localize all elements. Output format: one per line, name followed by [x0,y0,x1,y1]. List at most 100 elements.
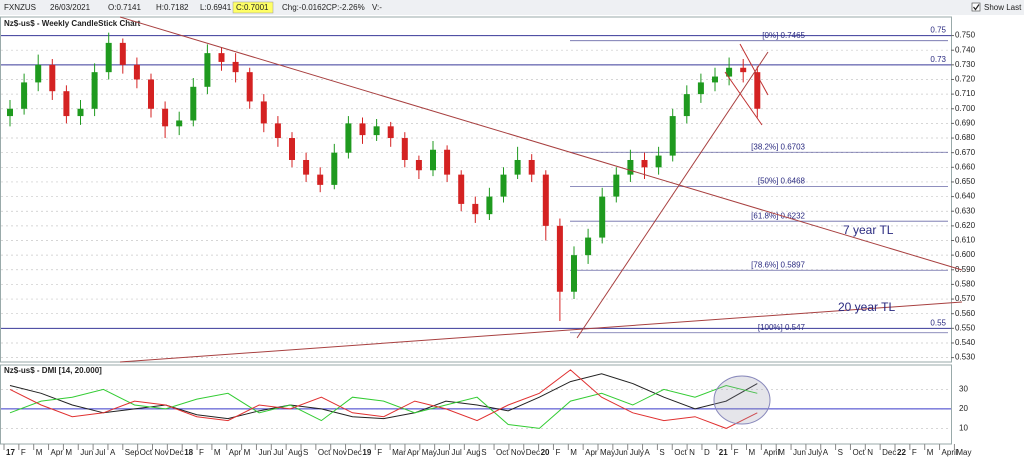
y-tick-label: 0.600 [955,250,976,259]
candle-body [613,174,620,197]
x-tick-label: Oct [140,448,153,457]
candle-body [486,196,493,215]
dmi-line [9,384,758,429]
y-tick-label: 0.730 [955,60,976,69]
fib-label: [0%] 0.7465 [762,31,805,40]
y-tick-label: 0.690 [955,119,976,128]
candle-body [289,138,295,160]
y-tick-label: 0.720 [955,75,976,84]
y-tick-label: 0.530 [955,353,976,362]
x-tick-label: 18 [184,448,193,457]
highlight-circle [713,375,771,425]
close-highlight [232,1,274,14]
x-tick-label: Apr [51,448,64,457]
candle-body [105,42,112,73]
candle-body [49,64,56,92]
candle-body [627,159,634,175]
candle-body [21,82,28,109]
x-tick-label: Nov [155,448,169,457]
y-tick-label: 20 [959,404,968,413]
low: L:0.6941 [200,3,232,12]
trendline-up [576,51,769,339]
x-tick-label: April [763,448,779,457]
y-tick-label: 10 [959,424,968,433]
candle-body [415,159,422,171]
candle-body [458,174,465,204]
candle-body [359,123,366,136]
y-tick-label: 0.660 [955,162,976,171]
x-tick-label: 22 [897,448,906,457]
candle-body [77,108,84,117]
x-tick-label: S [659,448,664,457]
y-tick-label: 0.630 [955,206,976,215]
candle-body [246,72,253,102]
hline-label: 0.55 [930,318,946,327]
y-tick-label: 0.750 [955,31,976,40]
x-tick-label: Jul [452,448,462,457]
x-tick-label: M [244,448,251,457]
volume: V:- [372,3,382,12]
candle-body [472,203,479,215]
x-tick-label: Nov [333,448,347,457]
x-tick-label: M [749,448,756,457]
candle-body [726,67,733,77]
candle-body [697,82,704,95]
price-panel [0,16,952,363]
candle-body [528,159,535,175]
x-tick-label: Mar [392,448,406,457]
x-tick-label: Jun [437,448,450,457]
x-tick-label: F [912,448,917,457]
candle-body [542,174,549,226]
x-tick-label: May [956,448,971,457]
x-tick-label: F [377,448,382,457]
hline-label: 0.73 [930,55,946,64]
x-tick-label: S [481,448,486,457]
open: O:0.7141 [108,3,141,12]
date: 26/03/2021 [50,3,91,12]
x-tick-label: Oct [496,448,509,457]
x-tick-label: Sep [125,448,140,457]
candle-body [387,126,394,139]
show-last-checkbox[interactable] [971,2,981,12]
x-tick-label: Apr [229,448,242,457]
x-tick-label: M [65,448,72,457]
x-tick-label: F [21,448,26,457]
change-pct: CP:-2.26% [326,3,365,12]
x-tick-label: Apr [585,448,598,457]
fib-label: [100%] 0.547 [758,323,806,332]
candle-body [317,174,324,185]
candle-body [683,94,690,117]
y-tick-label: 0.700 [955,104,976,113]
check [973,4,980,11]
x-tick-label: 17 [6,448,15,457]
x-tick-label: May [600,448,615,457]
candle-body [345,123,352,153]
candle-body [514,159,521,175]
fib-label: [50%] 0.6468 [758,177,806,186]
x-tick-label: M [36,448,43,457]
x-tick-label: Jun [615,448,628,457]
x-tick-label: N [867,448,873,457]
annotation: 7 year TL [843,223,894,237]
candle-body [162,108,169,127]
fib-label: [38.2%] 0.6703 [751,142,805,151]
y-tick-label: 0.580 [955,280,976,289]
candle-body [585,237,592,256]
show-last[interactable]: Show Last [984,3,1022,12]
x-tick-label: Jul [95,448,105,457]
y-tick-label: 0.620 [955,221,976,230]
candle-body [556,225,563,292]
annotation: 20 year TL [838,300,895,314]
x-tick-label: May [422,448,437,457]
x-tick-label: S [303,448,308,457]
x-tick-label: Jun [793,448,806,457]
fib-label: [78.6%] 0.5897 [751,260,805,269]
candle-body [669,116,676,156]
close: C:0.7001 [236,3,269,12]
y-tick-label: 0.710 [955,89,976,98]
candle-body [35,64,42,83]
x-tick-label: M [214,448,221,457]
change: Chg:-0.0162 [282,3,327,12]
candle-body [331,152,338,185]
